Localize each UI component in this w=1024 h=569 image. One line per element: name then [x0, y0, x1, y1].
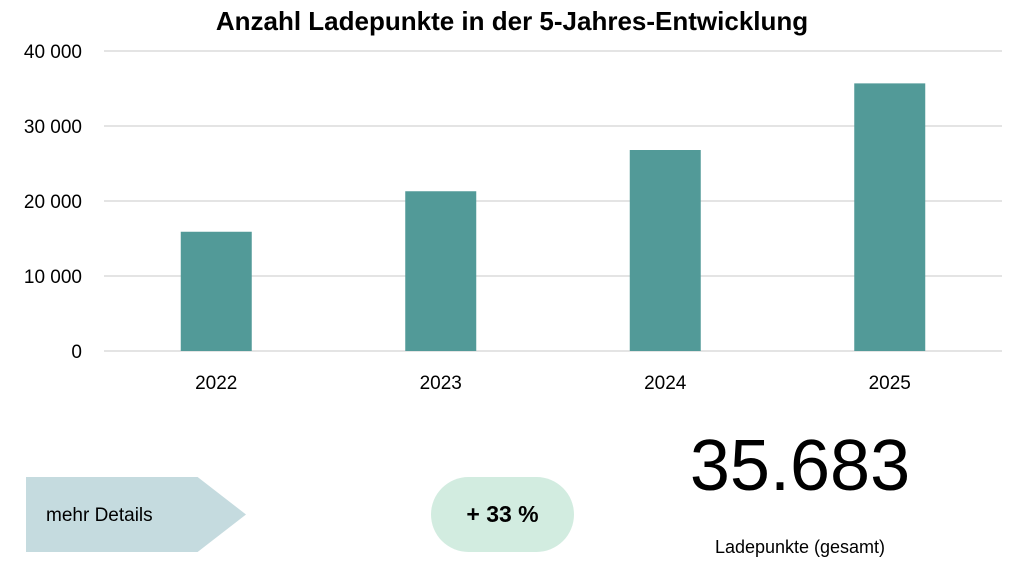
total-value: 35.683 [689, 426, 911, 506]
y-tick-label: 20 000 [24, 192, 82, 213]
x-tick-label: 2022 [195, 373, 237, 394]
bar-2025 [854, 83, 926, 351]
more-details-button[interactable]: mehr Details [26, 477, 246, 552]
bar-2023 [405, 191, 477, 351]
growth-badge: + 33 % [431, 477, 574, 552]
y-tick-label: 30 000 [24, 117, 82, 138]
chart-title: Anzahl Ladepunkte in der 5-Jahres-Entwic… [215, 6, 809, 36]
total-label: Ladepunkte (gesamt) [714, 537, 886, 557]
y-tick-label: 0 [71, 342, 82, 363]
x-tick-label: 2024 [644, 373, 687, 394]
bar-chart: 0 10 000 20 000 30 000 40 000 2022 2023 2024 202… [24, 42, 1002, 394]
y-tick-label: 10 000 [24, 267, 82, 288]
bar-2024 [629, 150, 701, 351]
more-details-label: mehr Details [46, 505, 153, 526]
x-tick-label: 2023 [420, 373, 462, 394]
y-tick-label: 40 000 [24, 42, 82, 63]
bar-2022 [180, 231, 252, 351]
x-tick-label: 2025 [869, 373, 911, 394]
